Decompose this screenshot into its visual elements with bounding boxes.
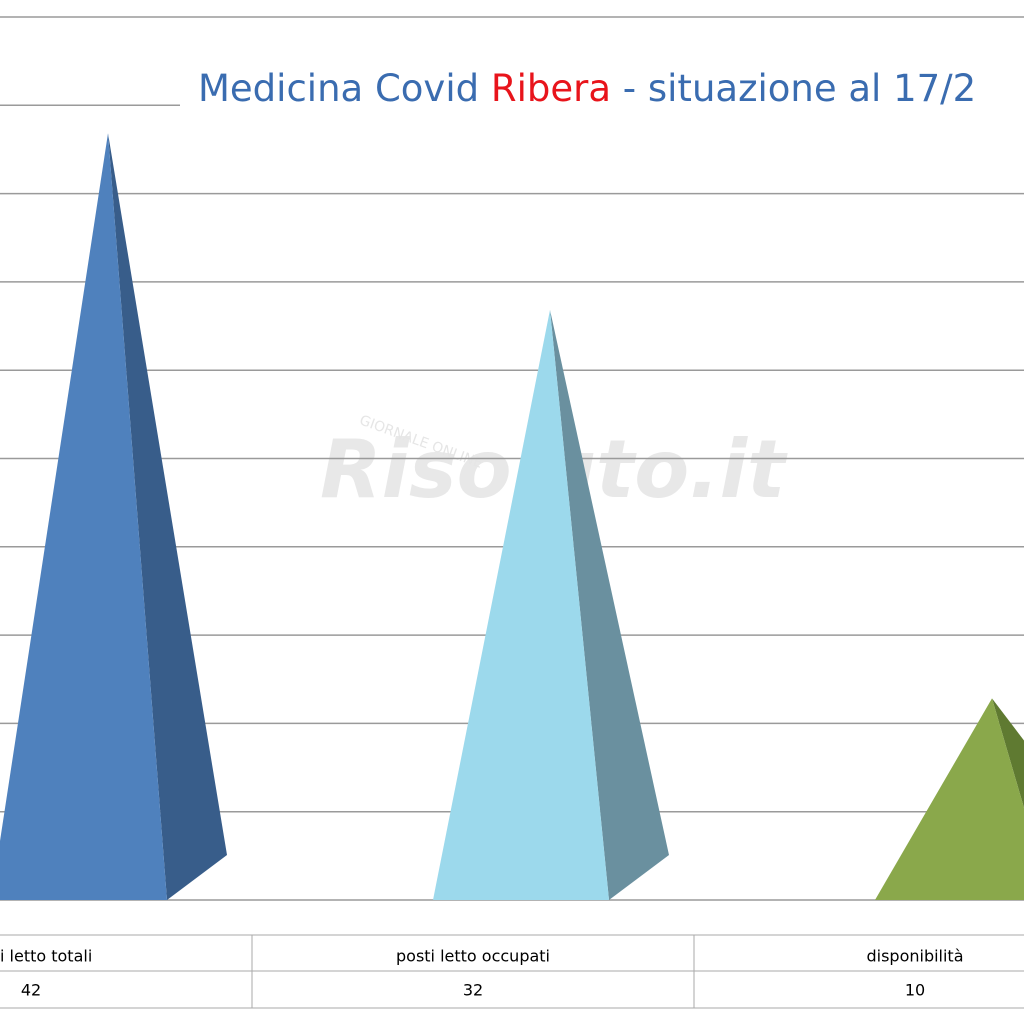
pyramid-front [0,133,167,900]
title-part: - situazione al 17/2 [623,67,976,110]
title-part: Medicina Covid [198,67,479,110]
pyramid-side [992,698,1024,808]
pyramid-side [108,133,227,900]
category-label: i letto totali [0,947,92,966]
table-value: 10 [905,981,925,1000]
table-value: 32 [463,981,483,1000]
category-label: disponibilità [866,947,963,966]
table-value: 42 [21,981,41,1000]
chart-title: Medicina Covid Ribera - situazione al 17… [198,67,976,110]
pyramid-front [433,309,609,900]
title-background [180,55,1024,125]
pyramid-front [875,698,1024,900]
pyramid-side [550,309,669,900]
title-part: Ribera [491,67,611,110]
category-label: posti letto occupati [396,947,550,966]
